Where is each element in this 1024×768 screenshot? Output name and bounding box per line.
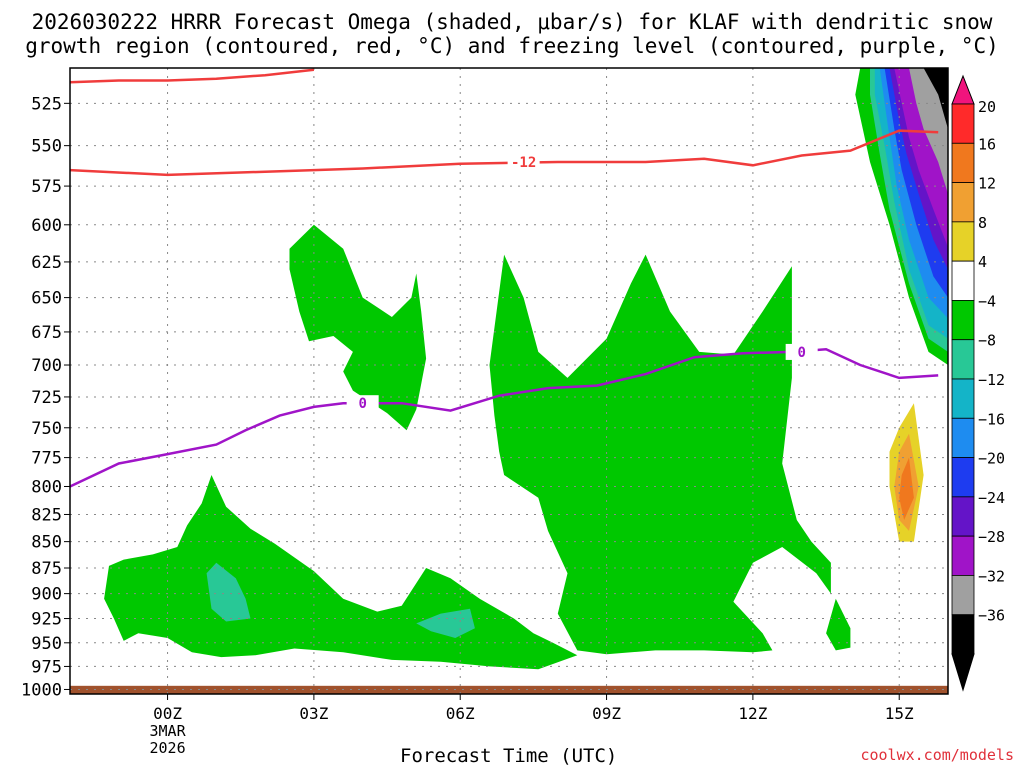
credit-link[interactable]: coolwx.com/models xyxy=(860,746,1014,764)
x-tick-label-3: 09Z xyxy=(592,704,621,723)
y-tick-label-8: 725 xyxy=(31,388,62,408)
y-tick-label-16: 925 xyxy=(31,610,62,630)
y-tick-label-19: 1000 xyxy=(21,680,62,700)
colorbar-label-6: −8 xyxy=(978,332,996,350)
snow-growth-contour-upper xyxy=(70,68,315,84)
colorbar-label-2: 12 xyxy=(978,175,996,193)
colorbar-segment-5 xyxy=(951,300,975,341)
x-tick-date-0: 3MAR xyxy=(149,722,186,740)
colorbar-segment-13 xyxy=(951,614,975,655)
x-axis-label: Forecast Time (UTC) xyxy=(400,745,618,767)
y-tick-label-0: 525 xyxy=(31,94,62,114)
colorbar-label-7: −12 xyxy=(978,371,1005,389)
y-tick-label-9: 750 xyxy=(31,419,62,439)
colorbar-segment-8 xyxy=(951,417,975,458)
omega-region-17 xyxy=(894,68,948,248)
chart-title: 2026030222 HRRR Forecast Omega (shaded, … xyxy=(31,10,993,34)
colorbar-label-4: 4 xyxy=(978,253,987,271)
colorbar-label-10: −24 xyxy=(978,489,1005,507)
colorbar-top-arrow xyxy=(951,74,975,105)
freezing-level-label-2: 0 xyxy=(797,345,805,361)
y-tick-label-12: 825 xyxy=(31,505,62,525)
colorbar-segment-1 xyxy=(951,142,975,183)
colorbar-segment-9 xyxy=(951,457,975,498)
x-tick-label-4: 12Z xyxy=(738,704,767,723)
colorbar-label-1: 16 xyxy=(978,135,996,153)
y-tick-label-14: 875 xyxy=(31,559,62,579)
x-tick-year-0: 2026 xyxy=(149,739,185,757)
chart-subtitle: growth region (contoured, red, °C) and f… xyxy=(25,34,999,58)
y-tick-label-2: 575 xyxy=(31,177,62,197)
colorbar-segment-3 xyxy=(951,221,975,262)
omega-region-1 xyxy=(489,254,831,655)
colorbar-segment-0 xyxy=(951,103,975,144)
y-tick-label-7: 700 xyxy=(31,356,62,376)
y-tick-label-5: 650 xyxy=(31,289,62,309)
y-tick-label-15: 900 xyxy=(31,585,62,605)
colorbar-label-11: −28 xyxy=(978,528,1005,546)
colorbar-segment-7 xyxy=(951,378,975,419)
colorbar-label-3: 8 xyxy=(978,214,987,232)
omega-region-2 xyxy=(104,475,578,670)
colorbar-segment-10 xyxy=(951,496,975,537)
colorbar-segment-4 xyxy=(951,260,975,301)
colorbar-segment-2 xyxy=(951,182,975,223)
y-tick-label-3: 600 xyxy=(31,216,62,236)
y-tick-label-11: 800 xyxy=(31,477,62,497)
y-tick-label-4: 625 xyxy=(31,253,62,273)
omega-region-19 xyxy=(923,68,948,129)
colorbar-segment-6 xyxy=(951,339,975,380)
colorbar-label-5: −4 xyxy=(978,292,996,310)
y-tick-label-10: 775 xyxy=(31,449,62,469)
y-tick-label-13: 850 xyxy=(31,533,62,553)
plot-frame xyxy=(69,67,949,695)
colorbar-label-8: −16 xyxy=(978,410,1005,428)
freezing-level-label-1: 0 xyxy=(358,396,366,412)
y-tick-label-6: 675 xyxy=(31,323,62,343)
colorbar-label-13: −36 xyxy=(978,607,1005,625)
y-tick-label-17: 950 xyxy=(31,634,62,654)
ground-strip xyxy=(70,685,948,694)
snow-growth-label: -12 xyxy=(511,155,536,171)
snow-growth-label-bg xyxy=(507,154,540,171)
freezing-level-label-1-bg xyxy=(346,395,379,412)
omega-region-4 xyxy=(206,562,251,622)
colorbar-label-9: −20 xyxy=(978,450,1005,468)
colorbar-segment-12 xyxy=(951,575,975,616)
colorbar-label-0: 20 xyxy=(978,98,996,116)
omega-region-6 xyxy=(830,112,851,322)
x-tick-label-2: 06Z xyxy=(446,704,475,723)
colorbar-bottom-arrow xyxy=(951,653,975,692)
colorbar-segment-11 xyxy=(951,535,975,576)
freezing-level-label-2-bg xyxy=(785,343,818,360)
omega-region-10 xyxy=(899,457,914,520)
snow-growth-contour-lower xyxy=(70,129,939,177)
x-tick-label-0: 00Z xyxy=(153,704,182,723)
y-tick-label-1: 550 xyxy=(31,137,62,157)
omega-region-3 xyxy=(826,598,851,651)
colorbar-label-12: −32 xyxy=(978,567,1005,585)
x-tick-label-5: 15Z xyxy=(885,704,914,723)
omega-region-5 xyxy=(416,608,475,638)
omega-region-0 xyxy=(289,224,427,431)
x-tick-label-1: 03Z xyxy=(299,704,328,723)
y-tick-label-18: 975 xyxy=(31,657,62,677)
